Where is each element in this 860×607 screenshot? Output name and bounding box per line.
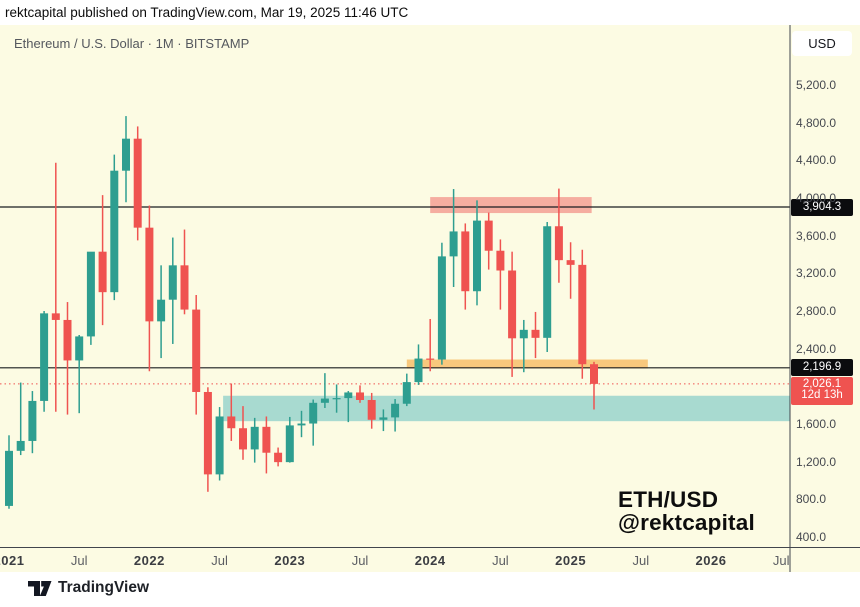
time-tick-label: 2024	[414, 553, 446, 568]
candle-body	[180, 265, 189, 310]
candle-body	[496, 250, 505, 271]
candle-body	[379, 417, 388, 420]
bar-countdown: 12d 13h	[801, 389, 843, 402]
price-tick-label: 2,800.0	[796, 304, 837, 318]
price-tick-label: 3,600.0	[796, 228, 837, 243]
time-tick-label: Jul	[492, 553, 509, 568]
price-tick-label: 800.0	[796, 492, 827, 507]
price-tick-label: 1,200.0	[796, 454, 837, 469]
watermark-symbol: ETH/USD	[618, 487, 719, 512]
candle-body	[531, 329, 540, 338]
price-level-badge: 3,904.3	[791, 198, 853, 216]
time-tick-label: Jul	[70, 553, 88, 568]
time-tick-label: Jul	[211, 553, 228, 568]
candle-body	[192, 309, 201, 392]
candle-body	[566, 260, 575, 265]
candle-body	[133, 138, 142, 228]
candle-body	[519, 329, 528, 339]
demand-zone	[223, 395, 791, 422]
candle-body	[473, 220, 481, 292]
candle-body	[297, 423, 306, 426]
candle-body	[578, 264, 587, 365]
candle-body	[332, 398, 341, 400]
flipped-support-zone	[406, 359, 648, 369]
last-price-value: 2,026.1	[802, 377, 842, 390]
time-tick-label: 2021	[0, 553, 25, 568]
candle-body	[145, 227, 154, 322]
time-tick-label: 2025	[555, 553, 587, 568]
candle-body	[554, 226, 563, 261]
candle-body	[391, 403, 400, 418]
tradingview-brand-text: TradingView	[58, 579, 150, 596]
chart-area: Ethereum / U.S. Dollar · 1M · BITSTAMP E…	[0, 25, 860, 572]
price-tick-label: 3,200.0	[796, 266, 837, 281]
candle-body	[543, 226, 552, 338]
last-price-badge: 2,026.1 12d 13h	[791, 376, 853, 405]
price-tick-label: 2,400.0	[796, 341, 837, 356]
price-tick-label: 400.0	[796, 530, 827, 544]
candle-body	[40, 313, 49, 401]
candle-body	[437, 256, 446, 360]
candle-body	[461, 231, 470, 292]
time-tick-label: 2023	[274, 553, 306, 568]
candle-body	[402, 382, 411, 404]
candle-body	[449, 231, 458, 257]
candle-body	[215, 416, 224, 475]
tradingview-logo[interactable]: TradingView	[28, 579, 149, 597]
time-tick-label: Jul	[632, 553, 650, 568]
price-tick-label: 1,600.0	[796, 417, 837, 431]
candle-body	[344, 392, 353, 399]
candle-body	[75, 336, 84, 361]
price-level-badge: 2,196.9	[791, 359, 853, 377]
candle-body	[16, 440, 25, 451]
candle-body	[122, 138, 130, 171]
candle-body	[590, 364, 598, 384]
time-tick-label: Jul	[351, 553, 369, 568]
attribution-bar: rektcapital published on TradingView.com…	[0, 0, 860, 25]
price-axis[interactable]: USD 3,904.3 2,196.9 2,026.1 12d 13h 5,20…	[790, 25, 860, 572]
tradingview-mark-icon	[28, 580, 52, 596]
resistance-zone	[430, 197, 592, 214]
candle-body	[98, 251, 107, 293]
watermark-handle: @rektcapital	[618, 510, 755, 535]
price-tick-label: 4,800.0	[796, 115, 837, 130]
candle-body	[28, 400, 37, 441]
chart-title: Ethereum / U.S. Dollar · 1M · BITSTAMP	[14, 36, 250, 51]
candle-body	[320, 398, 329, 403]
candle-body	[356, 392, 364, 400]
time-axis[interactable]: 2021 Jul 2022 Jul 2023 Jul 2024 Jul 2025 Jul 2026 J…	[0, 547, 860, 572]
time-tick-label: Jul	[772, 553, 790, 568]
candle-body	[51, 313, 60, 320]
candlestick-chart[interactable]	[0, 25, 860, 572]
candle-body	[63, 319, 72, 361]
currency-toggle-button[interactable]: USD	[792, 31, 852, 56]
candle-body	[285, 425, 294, 463]
candle-body	[508, 270, 517, 339]
time-tick-label: 2026	[695, 553, 727, 568]
price-tick-label: 4,000.0	[796, 191, 837, 205]
footer: TradingView	[0, 572, 860, 607]
candle-body	[262, 426, 271, 453]
candle-body	[239, 428, 247, 450]
candle-body	[110, 170, 119, 293]
candle-body	[274, 452, 283, 463]
candle-body	[414, 358, 423, 383]
candle-body	[484, 220, 493, 251]
candle-body	[203, 391, 212, 475]
candle-body	[309, 402, 318, 424]
price-tick-label: 5,200.0	[796, 78, 837, 92]
time-tick-label: 2022	[133, 553, 165, 568]
candle-body	[250, 426, 259, 450]
candle-body	[5, 450, 13, 506]
watermark: ETH/USD @rektcapital	[618, 488, 755, 534]
candle-body	[157, 299, 166, 322]
price-tick-label: 4,400.0	[796, 153, 837, 168]
candle-body	[227, 416, 236, 429]
candle-body	[426, 358, 435, 360]
candle-body	[168, 265, 177, 300]
candle-body	[367, 399, 376, 420]
candle-body	[86, 251, 95, 337]
